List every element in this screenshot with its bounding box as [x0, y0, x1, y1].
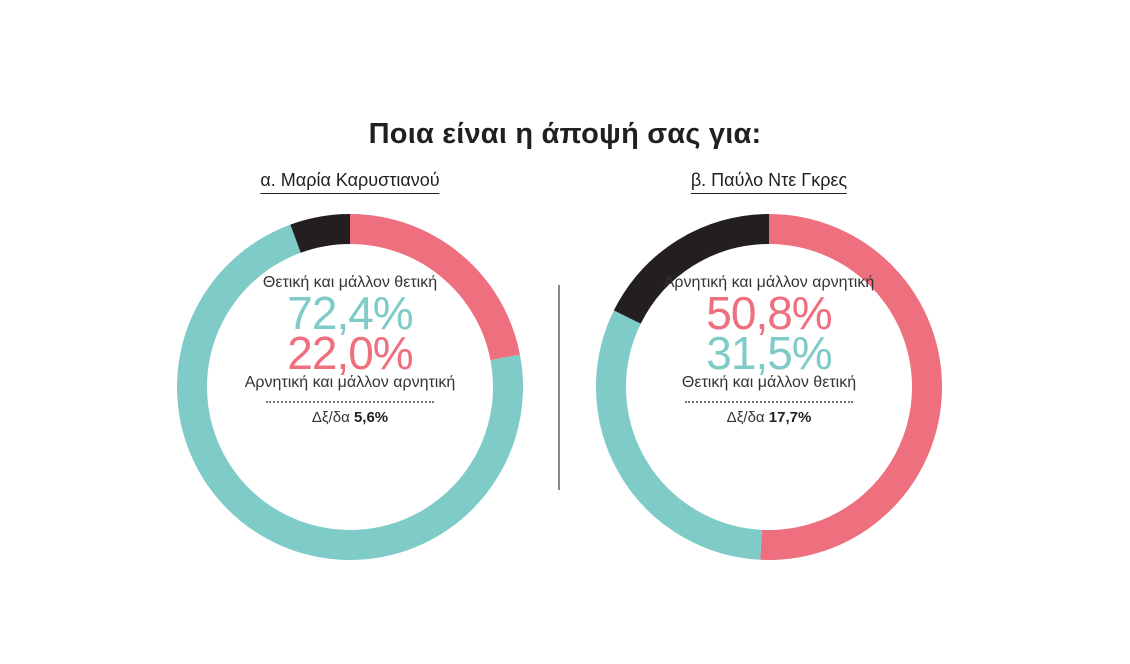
dk-label-line: Δξ/δα 5,6%: [230, 409, 470, 426]
chart-title: Ποια είναι η άποψή σας για:: [368, 118, 762, 150]
subtitle-de-grece: β. Παύλο Ντε Γκρες: [690, 170, 848, 194]
bottom-label: Θετική και μάλλον θετική: [681, 374, 857, 391]
donut-slice-0: [349, 214, 520, 361]
bottom-value: 22,0%: [287, 327, 413, 379]
dk-value: 17,7%: [768, 409, 812, 426]
vertical-divider: [558, 285, 560, 490]
dotted-separator: [685, 401, 853, 403]
dk-label: Δξ/δα: [311, 409, 350, 426]
donut-slice-2: [290, 214, 351, 253]
donut-chart-de-grece: [596, 214, 942, 560]
donut-slice-1: [596, 310, 763, 560]
top-value: 72,4%: [287, 287, 413, 339]
subtitle-karystianou: α. Μαρία Καρυστιανού: [260, 170, 440, 194]
dk-label: Δξ/δα: [726, 409, 765, 426]
center-labels-karystianou: Θετική και μάλλον θετική 72,4% 22,0% Αρν…: [230, 273, 470, 426]
dk-value: 5,6%: [353, 409, 389, 426]
dk-label-line: Δξ/δα 17,7%: [649, 409, 889, 426]
dotted-separator: [266, 401, 434, 403]
donut-slice-2: [613, 214, 770, 324]
donut-slice-0: [760, 214, 942, 560]
donut-chart-karystianou: [177, 214, 523, 560]
bottom-label: Αρνητική και μάλλον αρνητική: [244, 374, 456, 391]
center-labels-de-grece: Αρνητική και μάλλον αρνητική 50,8% 31,5%…: [649, 273, 889, 426]
donut-slice-1: [177, 224, 523, 560]
bottom-value: 31,5%: [706, 327, 832, 379]
top-value: 50,8%: [706, 287, 832, 339]
top-label: Θετική και μάλλον θετική: [262, 274, 438, 291]
top-label: Αρνητική και μάλλον αρνητική: [663, 274, 875, 291]
